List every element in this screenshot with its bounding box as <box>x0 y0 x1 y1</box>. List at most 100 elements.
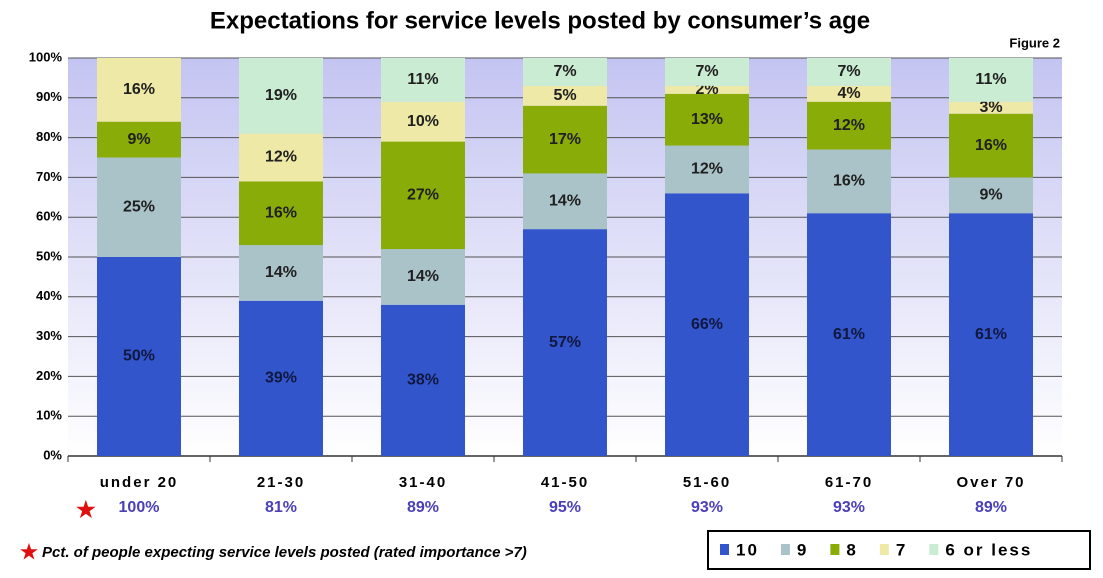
bar-segment <box>665 85 749 94</box>
data-label: 25% <box>123 198 155 215</box>
star: ★ <box>20 541 38 563</box>
bar-segment <box>807 213 891 456</box>
chart-title: Expectations for service levels posted b… <box>210 7 870 34</box>
data-label: 57% <box>549 334 581 351</box>
bar-segment <box>949 58 1033 102</box>
data-label: 39% <box>265 370 297 387</box>
expecting-label: 95% <box>549 499 581 516</box>
bar-segment <box>523 173 607 230</box>
data-label: 5% <box>553 87 576 104</box>
bar-segment <box>807 101 891 150</box>
legend-box <box>707 530 1091 570</box>
bar-segment <box>381 141 465 250</box>
bar-segment <box>97 257 181 456</box>
bar-segment <box>239 300 323 456</box>
x-tick-label: 41-50 <box>541 474 589 491</box>
bar-segment <box>239 133 323 182</box>
bar-segment <box>523 105 607 174</box>
bar-segment <box>97 121 181 158</box>
y-tick-label: 60% <box>36 209 62 224</box>
bar-segment <box>949 101 1033 114</box>
bar-segment <box>239 58 323 134</box>
bar-segment <box>665 93 749 146</box>
legend-swatch <box>830 544 840 555</box>
bar-segment <box>381 58 465 102</box>
legend-swatch <box>780 544 790 555</box>
data-label: 9% <box>979 187 1002 204</box>
bar-segment <box>665 193 749 456</box>
data-label: 14% <box>265 264 297 281</box>
data-label: 61% <box>833 326 865 343</box>
bar-segment <box>949 213 1033 456</box>
data-label: 14% <box>549 192 581 209</box>
figure-label: Figure 2 <box>1009 35 1060 50</box>
x-tick-label: 51-60 <box>683 474 731 491</box>
y-tick-label: 40% <box>36 288 62 303</box>
expecting-label: 100% <box>119 499 160 516</box>
legend-label: 8 <box>846 540 857 559</box>
y-tick-label: 50% <box>36 248 62 263</box>
bar-segment <box>97 157 181 257</box>
expecting-label: 89% <box>407 499 439 516</box>
bar-segment <box>665 145 749 194</box>
data-label: 50% <box>123 348 155 365</box>
bar-segment <box>523 85 607 106</box>
data-label: 61% <box>975 326 1007 343</box>
bar-segment <box>523 229 607 456</box>
y-tick-label: 80% <box>36 129 62 144</box>
y-tick-label: 10% <box>36 408 62 423</box>
data-label: 14% <box>407 268 439 285</box>
expecting-label: 93% <box>833 499 865 516</box>
data-label: 16% <box>975 137 1007 154</box>
data-label: 38% <box>407 372 439 389</box>
bar-segment <box>523 58 607 86</box>
data-label: 9% <box>127 131 150 148</box>
data-label: 12% <box>833 117 865 134</box>
x-tick-label: under 20 <box>100 474 179 491</box>
expecting-label: 81% <box>265 499 297 516</box>
footnote: Pct. of people expecting service levels … <box>42 544 527 561</box>
data-label: 16% <box>833 173 865 190</box>
legend-swatch <box>720 544 729 555</box>
legend-label: 6 or less <box>945 540 1032 559</box>
bar-segment <box>949 177 1033 214</box>
legend-label: 9 <box>797 540 808 559</box>
expecting-label: 93% <box>691 499 723 516</box>
data-label: 7% <box>837 63 860 80</box>
data-label: 12% <box>265 149 297 166</box>
legend-swatch <box>879 544 889 555</box>
y-tick-label: 70% <box>36 169 62 184</box>
bar-segment <box>381 101 465 142</box>
bar-segment <box>239 245 323 301</box>
data-label: 11% <box>407 71 438 88</box>
data-label: 10% <box>407 113 439 130</box>
bar-segment <box>807 149 891 214</box>
data-label: 27% <box>407 187 439 204</box>
y-tick-label: 20% <box>36 368 62 383</box>
y-tick-label: 90% <box>36 89 62 104</box>
x-tick-label: 61-70 <box>825 474 873 491</box>
y-tick-label: 0% <box>43 447 62 462</box>
bar-segment <box>381 304 465 456</box>
bar-segment <box>807 85 891 102</box>
star: ★ <box>76 497 96 522</box>
data-label: 16% <box>123 81 155 98</box>
data-label: 7% <box>695 63 718 80</box>
bar-segment <box>665 58 749 86</box>
data-label: 13% <box>691 111 723 128</box>
bar-segment <box>97 58 181 122</box>
data-label: 3% <box>979 99 1002 116</box>
data-label: 17% <box>549 131 581 148</box>
legend-swatch <box>929 544 939 555</box>
data-label: 19% <box>265 87 297 104</box>
expecting-label: 89% <box>975 499 1007 516</box>
legend-label: 10 <box>736 540 759 559</box>
bar-segment <box>381 249 465 305</box>
data-label: 7% <box>553 63 576 80</box>
legend-label: 7 <box>896 540 907 559</box>
x-tick-label: 31-40 <box>399 474 447 491</box>
data-label: 11% <box>975 71 1006 88</box>
data-label: 66% <box>691 316 723 333</box>
x-tick-label: Over 70 <box>956 474 1025 491</box>
